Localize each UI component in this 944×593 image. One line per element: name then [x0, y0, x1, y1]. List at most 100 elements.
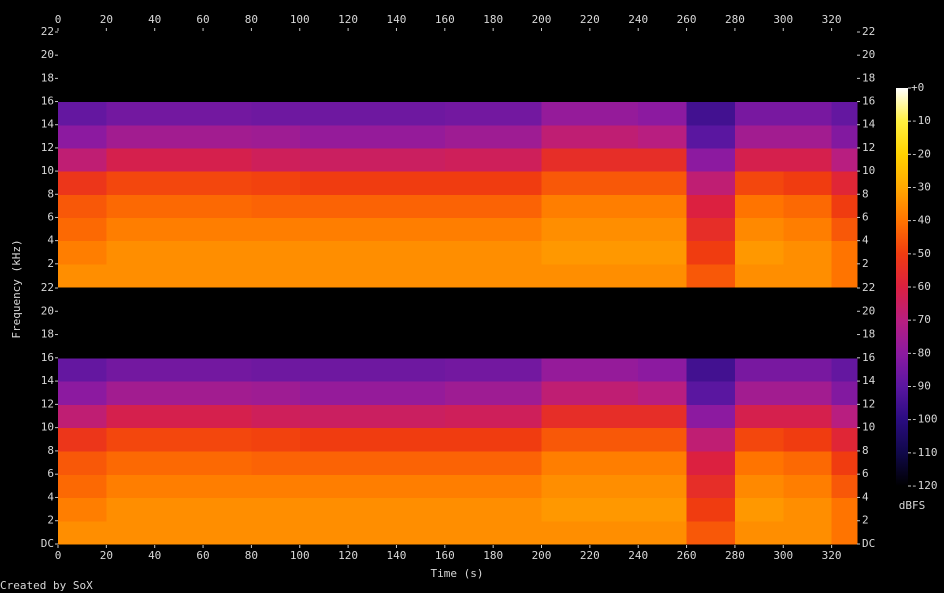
heat-cell — [154, 101, 204, 126]
x-tick-label: 280 — [725, 549, 745, 562]
heat-cell — [106, 124, 156, 149]
heat-cell — [396, 78, 446, 103]
x-tick-label-top: 100 — [290, 13, 310, 26]
heat-cell — [541, 147, 591, 172]
colorbar-tick-label: -10 — [911, 114, 931, 127]
colorbar-tick-label: -60 — [911, 280, 931, 293]
heat-cell — [251, 55, 301, 79]
y-tick-label: 18 — [41, 71, 54, 84]
y-tick-label-right: DC — [862, 537, 875, 550]
heat-cell — [493, 427, 543, 452]
heat-cell — [106, 311, 156, 336]
heat-cell — [251, 357, 301, 382]
heat-cell — [58, 240, 107, 265]
colorbar-tick-label: -120 — [911, 479, 938, 492]
heat-cell — [58, 171, 107, 195]
heat-cell — [203, 78, 253, 103]
colorbar-tick-label: -110 — [911, 446, 938, 459]
heat-cell — [154, 171, 204, 195]
y-tick-label-right: 2 — [862, 514, 869, 527]
heat-cell — [686, 171, 736, 195]
colorbar-label: dBFS — [899, 499, 926, 512]
heat-cell — [734, 101, 784, 126]
heat-cell — [734, 311, 784, 336]
heat-cell — [299, 171, 349, 195]
heat-cell — [58, 497, 107, 522]
heat-cell — [493, 124, 543, 149]
y-tick-label: DC — [41, 537, 54, 550]
heat-cell — [251, 404, 301, 429]
heat-cell — [493, 78, 543, 103]
heat-cell — [203, 404, 253, 429]
heat-cell — [783, 101, 833, 126]
y-axis-label: Frequency (kHz) — [10, 239, 23, 338]
heat-cell — [106, 474, 156, 499]
heat-cell — [831, 288, 858, 312]
heat-cell — [589, 497, 639, 522]
heat-cell — [444, 520, 494, 545]
heat-cell — [783, 334, 833, 359]
heat-cell — [831, 55, 858, 79]
x-tick-label: 60 — [196, 549, 209, 562]
heat-cell — [348, 32, 398, 56]
heat-cell — [396, 147, 446, 172]
heat-cell — [154, 32, 204, 56]
colorbar-tick-label: -100 — [911, 413, 938, 426]
heat-cell — [251, 101, 301, 126]
heat-cell — [493, 263, 543, 288]
heat-cell — [106, 55, 156, 79]
heat-cell — [686, 263, 736, 288]
heat-cell — [203, 194, 253, 219]
heat-cell — [831, 263, 858, 288]
heat-cell — [203, 427, 253, 452]
heat-cell — [783, 78, 833, 103]
heat-cell — [203, 171, 253, 195]
heat-cell — [734, 427, 784, 452]
heat-cell — [396, 311, 446, 336]
heat-cell — [686, 334, 736, 359]
heat-cell — [203, 334, 253, 359]
heat-cell — [638, 450, 688, 475]
y-tick-label: 10 — [41, 421, 54, 434]
heat-cell — [541, 450, 591, 475]
y-tick-label: 20 — [41, 48, 54, 61]
heat-cell — [251, 288, 301, 312]
heat-cell — [541, 357, 591, 382]
heat-cell — [106, 334, 156, 359]
heat-cell — [58, 450, 107, 475]
heat-cell — [154, 381, 204, 405]
heat-cell — [638, 147, 688, 172]
heat-cell — [783, 55, 833, 79]
y-tick-label-right: 18 — [862, 71, 875, 84]
heat-cell — [783, 311, 833, 336]
y-tick-label-right: 14 — [862, 374, 876, 387]
y-tick-label-right: 8 — [862, 444, 869, 457]
heat-cell — [251, 474, 301, 499]
y-tick-label: 20 — [41, 304, 54, 317]
heat-cell — [783, 263, 833, 288]
heat-cell — [638, 217, 688, 242]
heat-cell — [734, 263, 784, 288]
heat-cell — [589, 288, 639, 312]
heat-cell — [783, 147, 833, 172]
x-tick-label: 300 — [773, 549, 793, 562]
heat-cell — [493, 404, 543, 429]
heat-cell — [734, 288, 784, 312]
heat-cell — [686, 240, 736, 265]
y-tick-label: 4 — [47, 490, 54, 503]
heat-cell — [638, 474, 688, 499]
x-axis-label: Time (s) — [431, 567, 484, 580]
heat-cell — [251, 32, 301, 56]
heat-cell — [783, 381, 833, 405]
heat-cell — [203, 147, 253, 172]
heat-cell — [348, 240, 398, 265]
heat-cell — [589, 404, 639, 429]
heat-cell — [686, 381, 736, 405]
heat-cell — [58, 520, 107, 545]
heat-cell — [638, 404, 688, 429]
heat-cell — [589, 171, 639, 195]
heat-cell — [589, 427, 639, 452]
heat-cell — [734, 497, 784, 522]
